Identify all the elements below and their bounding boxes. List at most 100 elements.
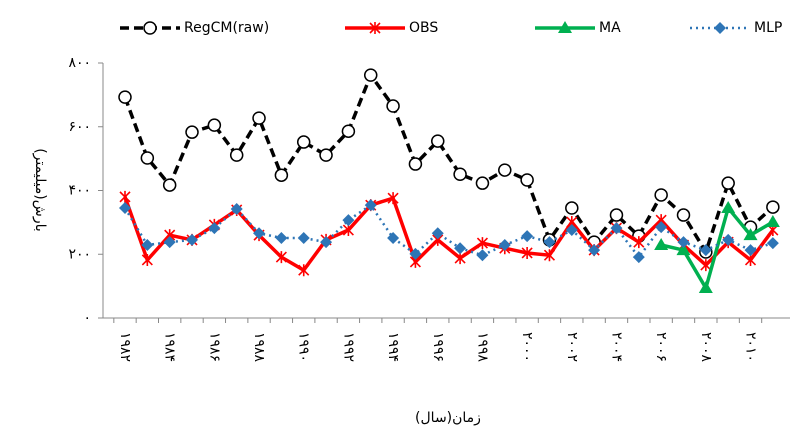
marker-diamond <box>722 233 735 246</box>
legend-label: OBS <box>409 20 438 36</box>
marker <box>387 192 399 205</box>
marker-diamond <box>476 249 489 262</box>
x-tick-label: ۱۹۹۲ <box>340 332 356 362</box>
x-tick-label: ۲۰۱۰ <box>743 332 759 362</box>
marker <box>320 236 333 249</box>
marker <box>208 222 221 235</box>
marker-circle <box>143 21 157 35</box>
marker-diamond <box>141 239 154 252</box>
marker-diamond <box>275 231 288 244</box>
marker-diamond <box>543 236 556 249</box>
marker <box>118 90 132 104</box>
x-tick-label: ۱۹۹۸ <box>474 332 490 363</box>
marker <box>319 148 333 162</box>
marker-diamond <box>498 239 511 252</box>
marker <box>275 231 288 244</box>
marker <box>229 148 244 162</box>
marker-triangle <box>698 281 713 294</box>
marker <box>186 233 199 246</box>
marker-triangle <box>676 243 691 256</box>
x-tick-label: ۲۰۰۰ <box>519 332 535 362</box>
marker-circle <box>431 134 445 148</box>
marker-circle <box>766 200 780 214</box>
marker-triangle <box>743 228 758 241</box>
x-tick-label: ۱۹۹۶ <box>430 332 446 362</box>
marker-circle <box>565 201 579 215</box>
marker <box>275 251 287 264</box>
marker <box>431 227 444 240</box>
marker-diamond <box>610 222 623 235</box>
marker <box>274 168 289 182</box>
x-tick-label: ۱۹۸۶ <box>206 332 222 362</box>
marker <box>721 201 736 214</box>
marker-triangle <box>721 201 736 214</box>
marker <box>521 246 533 259</box>
marker <box>543 249 556 262</box>
marker <box>520 173 534 187</box>
x-tick-label: ۲۰۰۴ <box>608 332 624 362</box>
marker <box>363 68 378 82</box>
marker <box>119 202 131 215</box>
marker-circle <box>520 173 534 187</box>
marker <box>141 239 154 252</box>
marker <box>453 167 467 181</box>
marker <box>676 243 691 256</box>
x-tick-label: ۱۹۹۴ <box>385 332 401 362</box>
legend-label: MLP <box>754 20 782 36</box>
marker <box>431 134 445 148</box>
marker-diamond <box>409 247 422 260</box>
marker-diamond <box>677 236 690 249</box>
marker-diamond <box>208 222 221 235</box>
legend-label: RegCM(raw) <box>184 20 269 36</box>
marker-star <box>633 236 645 249</box>
marker <box>476 237 489 250</box>
marker <box>543 236 556 249</box>
marker-star <box>700 259 712 272</box>
x-axis-label: زمان(سال) <box>415 410 481 426</box>
marker-circle <box>498 163 512 177</box>
marker <box>765 215 780 228</box>
marker <box>230 202 243 215</box>
marker <box>341 124 356 138</box>
marker <box>143 21 157 35</box>
marker <box>386 99 400 113</box>
marker <box>162 178 177 192</box>
marker-diamond <box>253 227 266 240</box>
marker-circle <box>229 148 244 162</box>
y-tick-label: ۸۰۰ <box>68 55 91 71</box>
marker <box>387 231 400 244</box>
marker-diamond <box>454 242 467 255</box>
marker-star <box>141 253 153 266</box>
marker-circle <box>475 176 490 190</box>
marker <box>699 244 712 257</box>
marker <box>119 190 131 203</box>
marker-diamond <box>588 244 601 257</box>
marker <box>364 199 377 212</box>
marker-circle <box>296 135 311 149</box>
marker-diamond <box>699 244 712 257</box>
marker <box>766 200 780 214</box>
marker-star <box>476 237 489 250</box>
marker-star <box>369 22 381 34</box>
marker-circle <box>185 125 199 139</box>
x-tick-label: ۲۰۰۶ <box>653 332 669 362</box>
marker-circle <box>118 90 132 104</box>
marker-circle <box>363 68 378 82</box>
marker <box>454 242 467 255</box>
x-tick-label: ۱۹۸۸ <box>251 332 267 363</box>
marker <box>141 253 153 266</box>
marker-diamond <box>744 244 757 257</box>
y-tick-label: ۴۰۰ <box>68 183 91 199</box>
marker <box>714 22 726 34</box>
marker <box>700 259 712 272</box>
marker-diamond <box>297 231 310 244</box>
marker <box>588 244 601 257</box>
marker-diamond <box>714 22 726 34</box>
marker-diamond <box>766 237 779 250</box>
marker <box>565 224 578 237</box>
marker <box>677 236 690 249</box>
marker <box>743 228 758 241</box>
marker-diamond <box>119 202 131 215</box>
marker-diamond <box>186 233 199 246</box>
